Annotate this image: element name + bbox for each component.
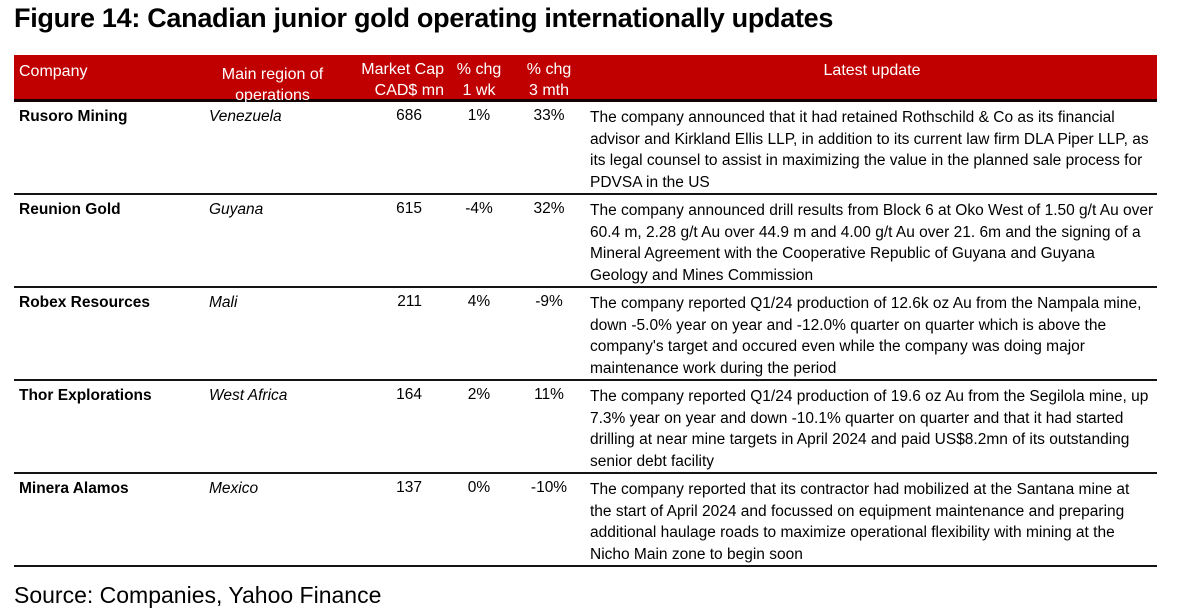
market-cap-cell: 686	[396, 107, 422, 124]
market-cap-cell: 137	[396, 479, 422, 496]
column-header-market-cap-line1: Market Cap	[361, 61, 444, 78]
figure-title: Figure 14: Canadian junior gold operatin…	[14, 3, 834, 33]
chg-1wk-cell: 0%	[467, 479, 491, 496]
column-header-market-cap-line2: CAD$ mn	[374, 82, 444, 99]
company-cell: Minera Alamos	[19, 480, 129, 497]
column-header-region-line1: Main region of	[221, 66, 324, 83]
chg-3mth-cell: -9%	[535, 293, 563, 310]
region-cell: Mali	[209, 294, 238, 311]
chg-1wk-cell: 4%	[467, 293, 491, 310]
latest-update-cell: The company announced that it had retain…	[590, 109, 1149, 191]
region-cell: Mexico	[209, 480, 259, 497]
column-header-chg-1wk-line1: % chg	[456, 61, 502, 78]
table-row: Robex Resources Mali 211 4% -9% The comp…	[14, 288, 1157, 381]
column-header-chg-1wk-line2: 1 wk	[462, 82, 496, 99]
column-header-chg-1wk: % chg 1 wk	[447, 55, 511, 99]
source-note: Source: Companies, Yahoo Finance	[14, 582, 382, 608]
region-cell: Venezuela	[209, 108, 282, 125]
latest-update-cell: The company announced drill results from…	[590, 202, 1154, 284]
table-row: Reunion Gold Guyana 615 -4% 32% The comp…	[14, 195, 1157, 288]
column-header-region: Main region of operations	[204, 55, 341, 104]
chg-1wk-cell: -4%	[465, 200, 493, 217]
column-header-chg-3mth-line2: 3 mth	[528, 82, 569, 99]
market-cap-cell: 211	[397, 293, 422, 310]
market-cap-cell: 615	[396, 200, 422, 217]
chg-3mth-cell: 11%	[534, 386, 564, 403]
column-header-chg-3mth-line1: % chg	[526, 61, 572, 78]
table-row: Thor Explorations West Africa 164 2% 11%…	[14, 381, 1157, 474]
table-header-row: Company Main region of operations Market…	[14, 55, 1157, 104]
company-cell: Thor Explorations	[19, 387, 152, 404]
region-cell: Guyana	[209, 201, 264, 218]
company-cell: Reunion Gold	[19, 201, 121, 218]
company-cell: Robex Resources	[19, 294, 150, 311]
table-row: Rusoro Mining Venezuela 686 1% 33% The c…	[14, 102, 1157, 195]
latest-update-cell: The company reported that its contractor…	[590, 481, 1130, 563]
column-header-company: Company	[19, 63, 88, 80]
table-row: Minera Alamos Mexico 137 0% -10% The com…	[14, 474, 1157, 567]
column-header-chg-3mth: % chg 3 mth	[511, 55, 587, 99]
region-cell: West Africa	[209, 387, 288, 404]
chg-3mth-cell: -10%	[530, 479, 568, 496]
market-cap-cell: 164	[396, 386, 422, 403]
chg-1wk-cell: 1%	[467, 107, 491, 124]
column-header-market-cap: Market Cap CAD$ mn	[341, 55, 447, 99]
company-cell: Rusoro Mining	[19, 108, 128, 125]
chg-3mth-cell: 32%	[533, 200, 565, 217]
latest-update-cell: The company reported Q1/24 production of…	[590, 295, 1142, 377]
chg-3mth-cell: 33%	[533, 107, 565, 124]
latest-update-cell: The company reported Q1/24 production of…	[590, 388, 1149, 470]
chg-1wk-cell: 2%	[467, 386, 491, 403]
column-header-latest-update: Latest update	[823, 62, 921, 79]
column-header-region-line2: operations	[235, 87, 310, 104]
updates-table: Company Main region of operations Market…	[14, 55, 1157, 567]
